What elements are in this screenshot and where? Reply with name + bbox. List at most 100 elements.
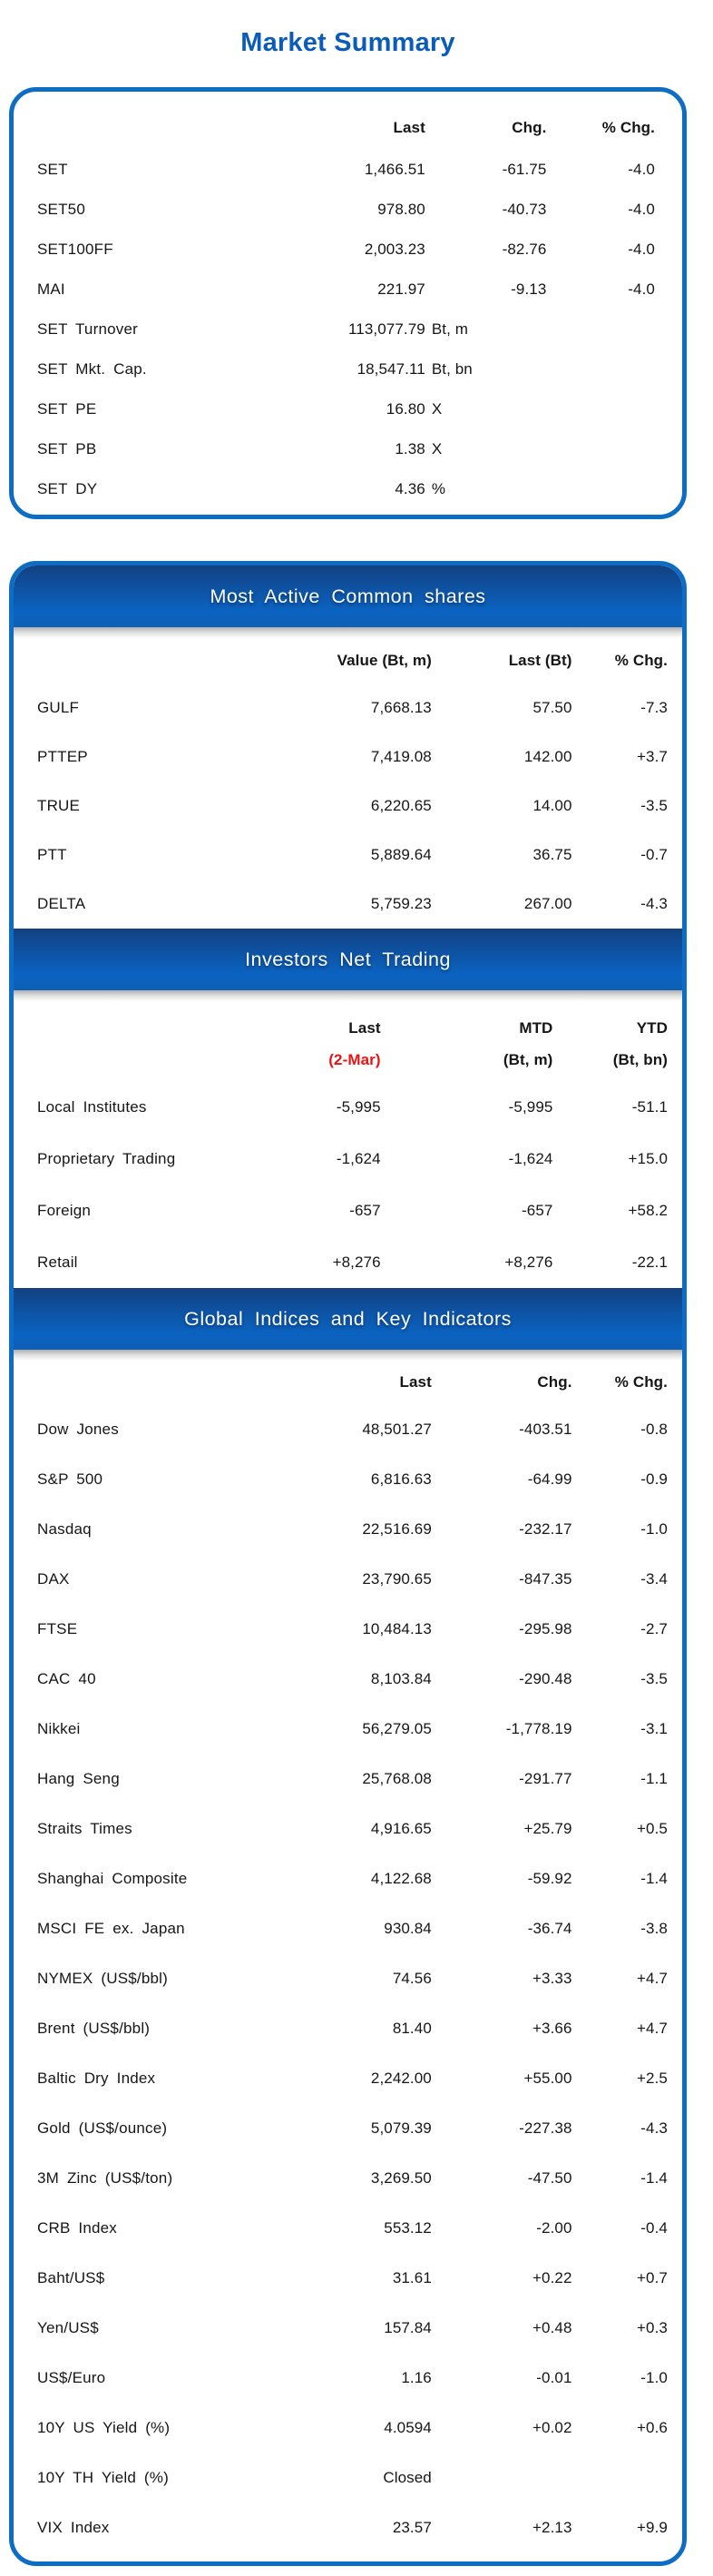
column-header-last: Last [399, 1373, 432, 1391]
band-shadow [14, 990, 682, 1001]
row-label: TRUE [37, 797, 81, 814]
column-subheader-ytd-unit: (Bt, bn) [612, 1051, 668, 1068]
row-label: Dow Jones [37, 1420, 119, 1438]
row-value: -1.0 [640, 1519, 668, 1538]
table-row: MSCI FE ex. Japan 930.84 -36.74 -3.8 [30, 1903, 668, 1953]
row-value: -295.98 [519, 1619, 572, 1637]
row-value: -403.51 [519, 1420, 572, 1438]
row-value: -3.8 [640, 1919, 668, 1937]
row-label: SET PE [37, 400, 97, 418]
row-value: 48,501.27 [362, 1420, 432, 1438]
row-value: 2,003.23 [364, 241, 425, 258]
empty-cell [546, 310, 668, 349]
row-value: -290.48 [519, 1669, 572, 1687]
row-value: +8,276 [332, 1253, 381, 1271]
row-value: 4,916.65 [370, 1819, 432, 1837]
table-row: SET PB 1.38 X [30, 429, 668, 469]
row-value: 930.84 [384, 1919, 432, 1937]
table-row: Shanghai Composite 4,122.68 -59.92 -1.4 [30, 1853, 668, 1903]
row-value: 221.97 [377, 280, 425, 298]
row-value: -3.1 [640, 1719, 668, 1737]
row-value: -59.92 [527, 1869, 572, 1887]
row-value: +4.7 [637, 2019, 668, 2037]
row-value-unit: Bt, bn [431, 360, 473, 378]
row-value: 10,484.13 [362, 1619, 432, 1637]
column-header-pct-chg: % Chg. [614, 1373, 668, 1391]
row-label: Local Institutes [37, 1097, 147, 1116]
table-subheader-row: (2-Mar) (Bt, m) (Bt, bn) [30, 1039, 668, 1081]
band-shadow [14, 1350, 682, 1361]
row-value: Closed [383, 2468, 432, 2486]
most-active-section-band: Most Active Common shares [14, 565, 682, 627]
row-value-with-unit: 113,077.79 Bt, m [285, 310, 468, 349]
table-row: SET100FF 2,003.23 -82.76 -4.0 [30, 230, 668, 270]
table-row: SET DY 4.36% [30, 469, 668, 509]
empty-cell [425, 389, 547, 429]
band-shadow [14, 627, 682, 638]
row-label: Hang Seng [37, 1769, 120, 1787]
row-label: SET Turnover [37, 320, 138, 338]
row-label: FTSE [37, 1619, 78, 1637]
row-value: -47.50 [527, 2168, 572, 2187]
table-row: Retail +8,276 +8,276 -22.1 [30, 1236, 668, 1288]
row-label: SET [37, 161, 68, 178]
row-label: NYMEX (US$/bbl) [37, 1969, 168, 1987]
empty-cell [546, 469, 668, 509]
table-row: US$/Euro 1.16 -0.01 -1.0 [30, 2353, 668, 2403]
table-row: GULF 7,668.13 57.50 -7.3 [30, 683, 668, 732]
row-value: +0.48 [532, 2318, 572, 2336]
row-value: -4.0 [628, 241, 655, 258]
column-header-pct-chg: % Chg. [601, 119, 655, 136]
row-value: -847.35 [519, 1569, 572, 1588]
row-label: DELTA [37, 895, 86, 912]
blank-header-cell [30, 638, 285, 683]
row-value-with-unit: 16.80 X [285, 389, 442, 429]
row-label: Baltic Dry Index [37, 2069, 156, 2087]
row-value: -1.1 [640, 1769, 668, 1787]
row-label: Gold (US$/ounce) [37, 2119, 168, 2137]
row-value: -0.01 [536, 2368, 572, 2386]
row-value: 6,220.65 [370, 797, 432, 814]
row-value: 1.38 [395, 440, 425, 457]
row-value-with-unit: 1.38 X [285, 429, 442, 469]
table-row: Local Institutes -5,995 -5,995 -51.1 [30, 1081, 668, 1133]
row-value-unit: % [431, 480, 446, 497]
table-row: MAI 221.97 -9.13 -4.0 [30, 270, 668, 310]
table-row: 3M Zinc (US$/ton) 3,269.50 -47.50 -1.4 [30, 2153, 668, 2203]
row-value: -3.5 [640, 1669, 668, 1687]
column-header-ytd: YTD [636, 1019, 668, 1037]
row-label: Shanghai Composite [37, 1869, 188, 1887]
row-value: +3.7 [637, 748, 668, 765]
row-value: -0.4 [640, 2218, 668, 2237]
row-label: Brent (US$/bbl) [37, 2019, 151, 2037]
blank-header-cell [30, 1001, 285, 1039]
row-value: 18,547.11 [356, 360, 425, 378]
table-row: SET 1,466.51 -61.75 -4.0 [30, 150, 668, 190]
row-value: 4.0594 [384, 2418, 432, 2436]
row-value: 267.00 [523, 895, 572, 912]
row-label: US$/Euro [37, 2368, 106, 2386]
table-row: DAX 23,790.65 -847.35 -3.4 [30, 1554, 668, 1604]
row-value: +3.66 [532, 2019, 572, 2037]
row-value: -4.3 [640, 895, 668, 912]
global-indices-section-title: Global Indices and Key Indicators [184, 1307, 512, 1330]
most-active-table: Value (Bt, m) Last (Bt) % Chg. GULF 7,668… [30, 638, 668, 929]
row-label: CAC 40 [37, 1669, 96, 1687]
investors-section-band: Investors Net Trading [14, 929, 682, 990]
row-value: -291.77 [519, 1769, 572, 1787]
row-label: 3M Zinc (US$/ton) [37, 2168, 173, 2187]
row-value [572, 2453, 668, 2502]
row-value-unit: X [431, 440, 443, 457]
market-summary-body: SET 1,466.51 -61.75 -4.0 SET50 978.80 -40.73 -4… [30, 150, 668, 509]
row-value: 157.84 [384, 2318, 432, 2336]
table-row: S&P 500 6,816.63 -64.99 -0.9 [30, 1454, 668, 1504]
row-value: +2.13 [532, 2518, 572, 2536]
blank-header-cell [30, 1361, 285, 1404]
table-row: Brent (US$/bbl) 81.40 +3.66 +4.7 [30, 2003, 668, 2053]
row-label: 10Y TH Yield (%) [37, 2468, 169, 2486]
table-row: CAC 40 8,103.84 -290.48 -3.5 [30, 1654, 668, 1704]
row-value: 31.61 [392, 2268, 432, 2286]
row-value: -2.00 [536, 2218, 572, 2237]
table-row: NYMEX (US$/bbl) 74.56 +3.33 +4.7 [30, 1953, 668, 2003]
row-value: -2.7 [640, 1619, 668, 1637]
